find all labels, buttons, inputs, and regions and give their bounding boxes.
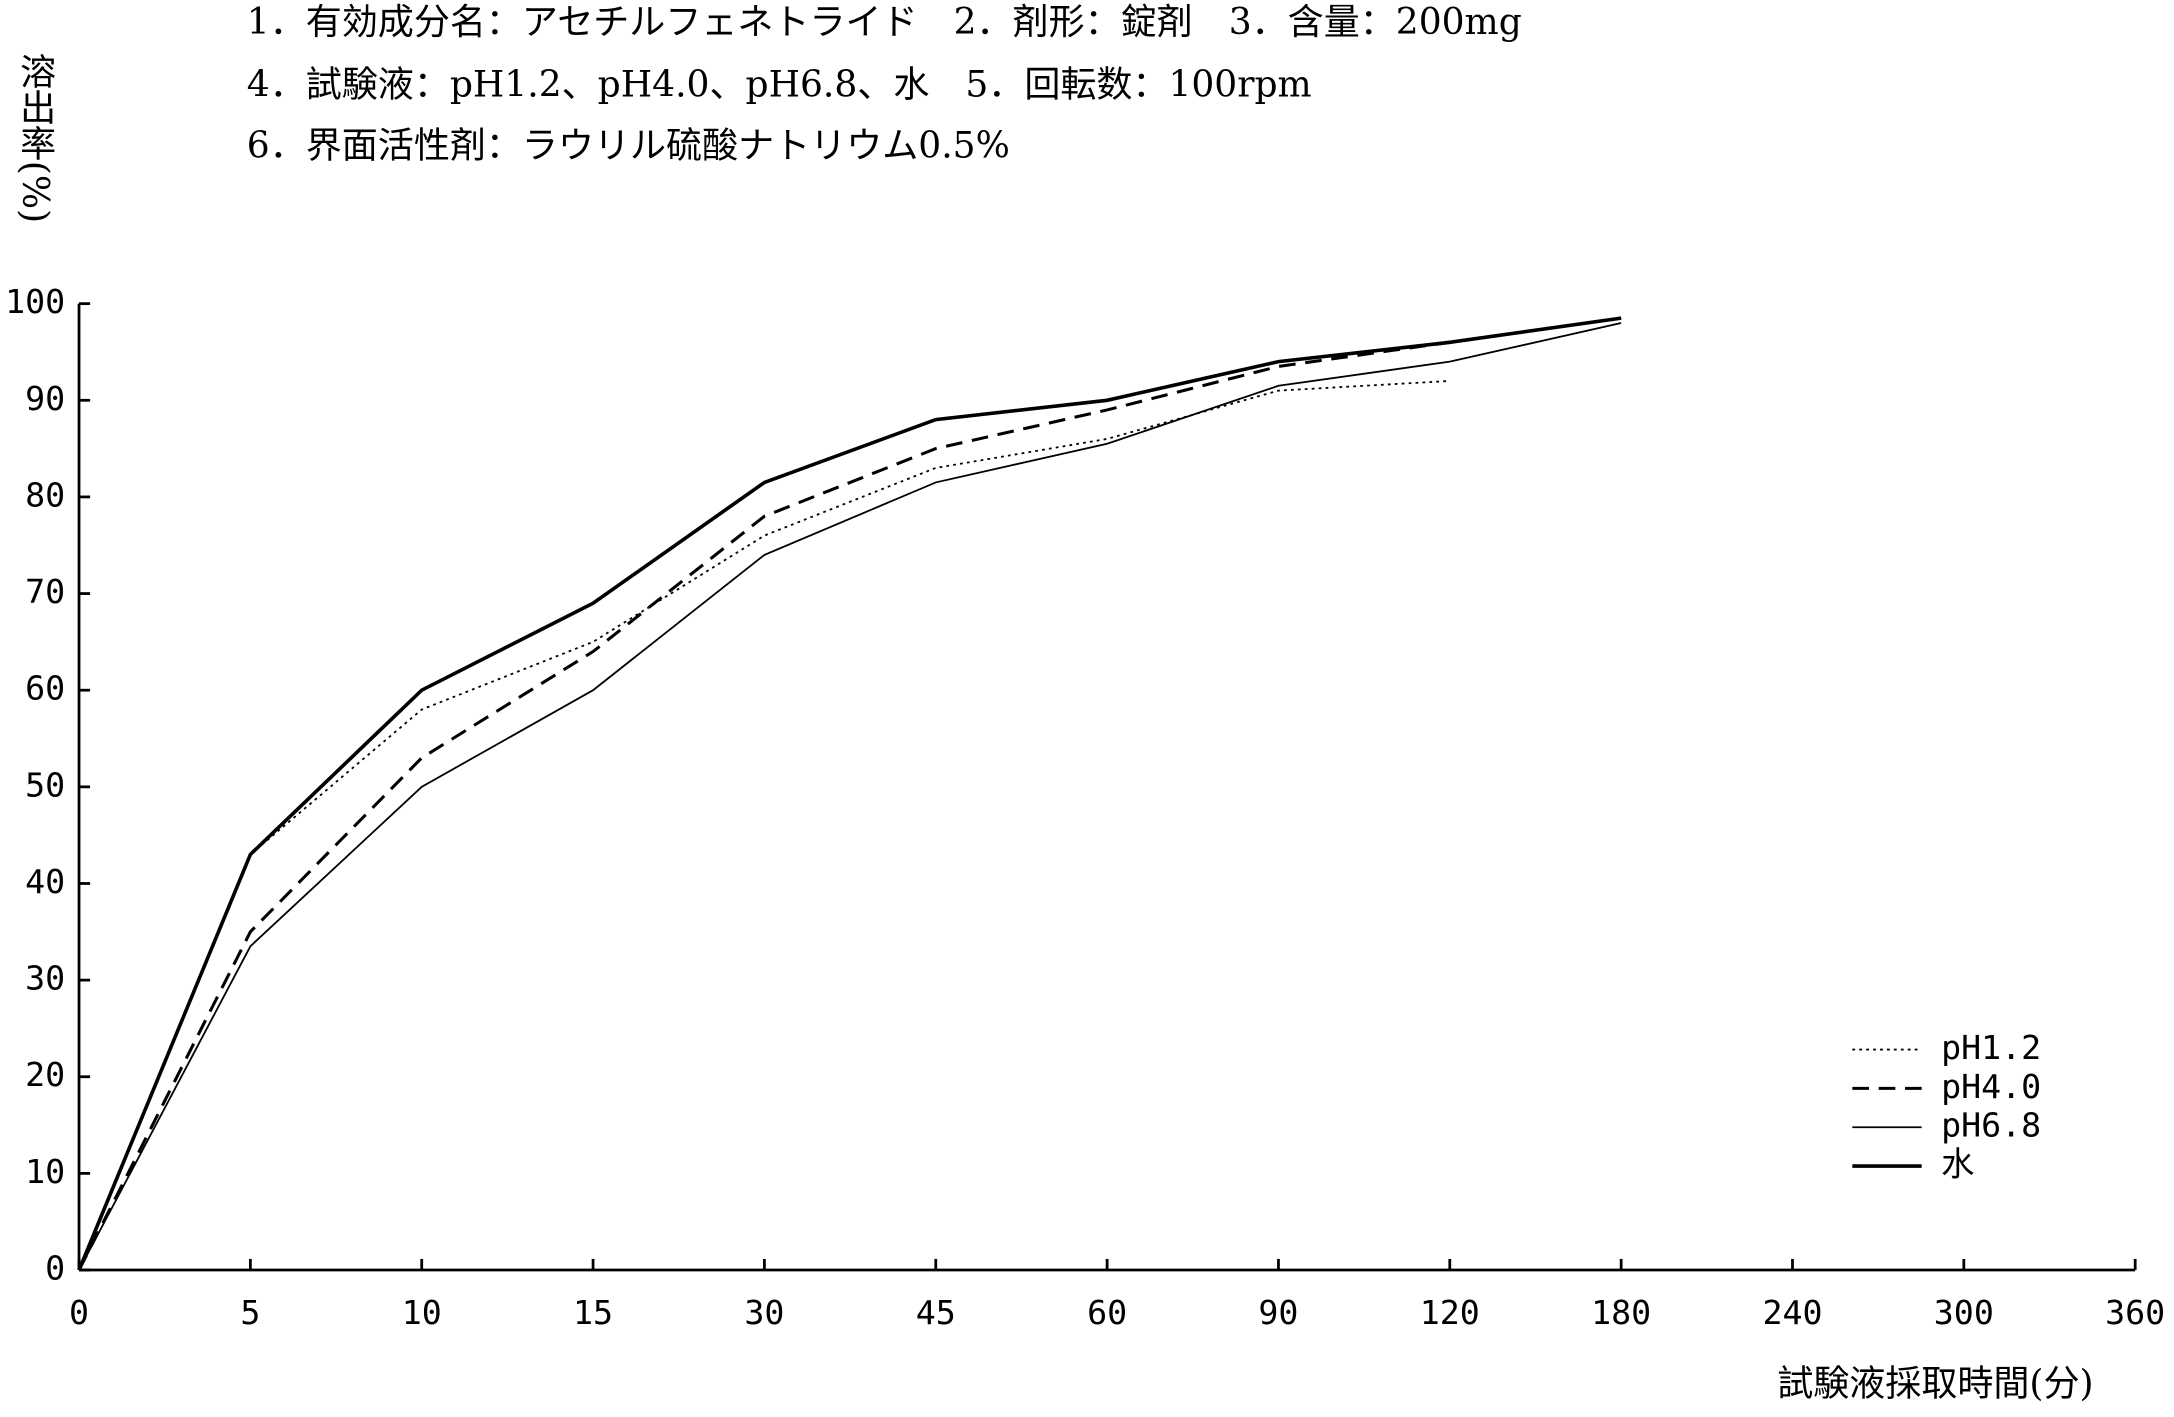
annotation: 1．有効成分名：アセチルフェネトライド 2．剤形：錠剤 3．含量：200mg xyxy=(247,2,1522,43)
x-tick-label: 120 xyxy=(1420,1293,1480,1332)
x-tick-label: 30 xyxy=(744,1293,784,1332)
x-tick-label: 45 xyxy=(916,1293,956,1332)
y-tick-label: 40 xyxy=(25,862,65,901)
x-axis-label: 試験液採取時間(分) xyxy=(1777,1363,2093,1404)
x-tick-label: 10 xyxy=(402,1293,442,1332)
y-tick-label: 0 xyxy=(45,1249,65,1288)
legend-label: 水 xyxy=(1941,1145,1974,1184)
legend-label: pH4.0 xyxy=(1941,1067,2041,1106)
x-tick-label: 240 xyxy=(1762,1293,1822,1332)
series-line xyxy=(77,316,1622,1271)
y-tick-label: 50 xyxy=(25,765,65,804)
x-tick-label: 5 xyxy=(240,1293,260,1332)
x-tick-label: 360 xyxy=(2105,1293,2165,1332)
x-tick-label: 15 xyxy=(573,1293,613,1332)
x-tick-label: 300 xyxy=(1934,1293,1994,1332)
y-tick-label: 70 xyxy=(25,572,65,611)
annotation: 6．界面活性剤：ラウリル硫酸ナトリウム0.5% xyxy=(247,125,1010,166)
x-tick-label: 180 xyxy=(1591,1293,1651,1332)
x-tick-label: 0 xyxy=(69,1293,89,1332)
series-line xyxy=(78,322,1622,1271)
y-tick-label: 60 xyxy=(25,669,65,708)
series-line xyxy=(77,316,1622,1271)
annotation: 4．試験液：pH1.2、pH4.0、pH6.8、水 5．回転数：100rpm xyxy=(247,64,1312,105)
y-tick-label: 30 xyxy=(25,959,65,998)
y-tick-label: 90 xyxy=(25,379,65,418)
y-axis-label: 溶出率(%) xyxy=(14,52,55,223)
x-tick-label: 90 xyxy=(1258,1293,1298,1332)
series-line xyxy=(78,380,1450,1271)
y-tick-label: 100 xyxy=(5,282,65,321)
x-tick-label: 60 xyxy=(1087,1293,1127,1332)
y-tick-label: 20 xyxy=(25,1055,65,1094)
legend-label: pH6.8 xyxy=(1941,1106,2041,1145)
y-tick-label: 80 xyxy=(25,475,65,514)
legend-label: pH1.2 xyxy=(1941,1028,2041,1067)
y-tick-label: 10 xyxy=(25,1152,65,1191)
